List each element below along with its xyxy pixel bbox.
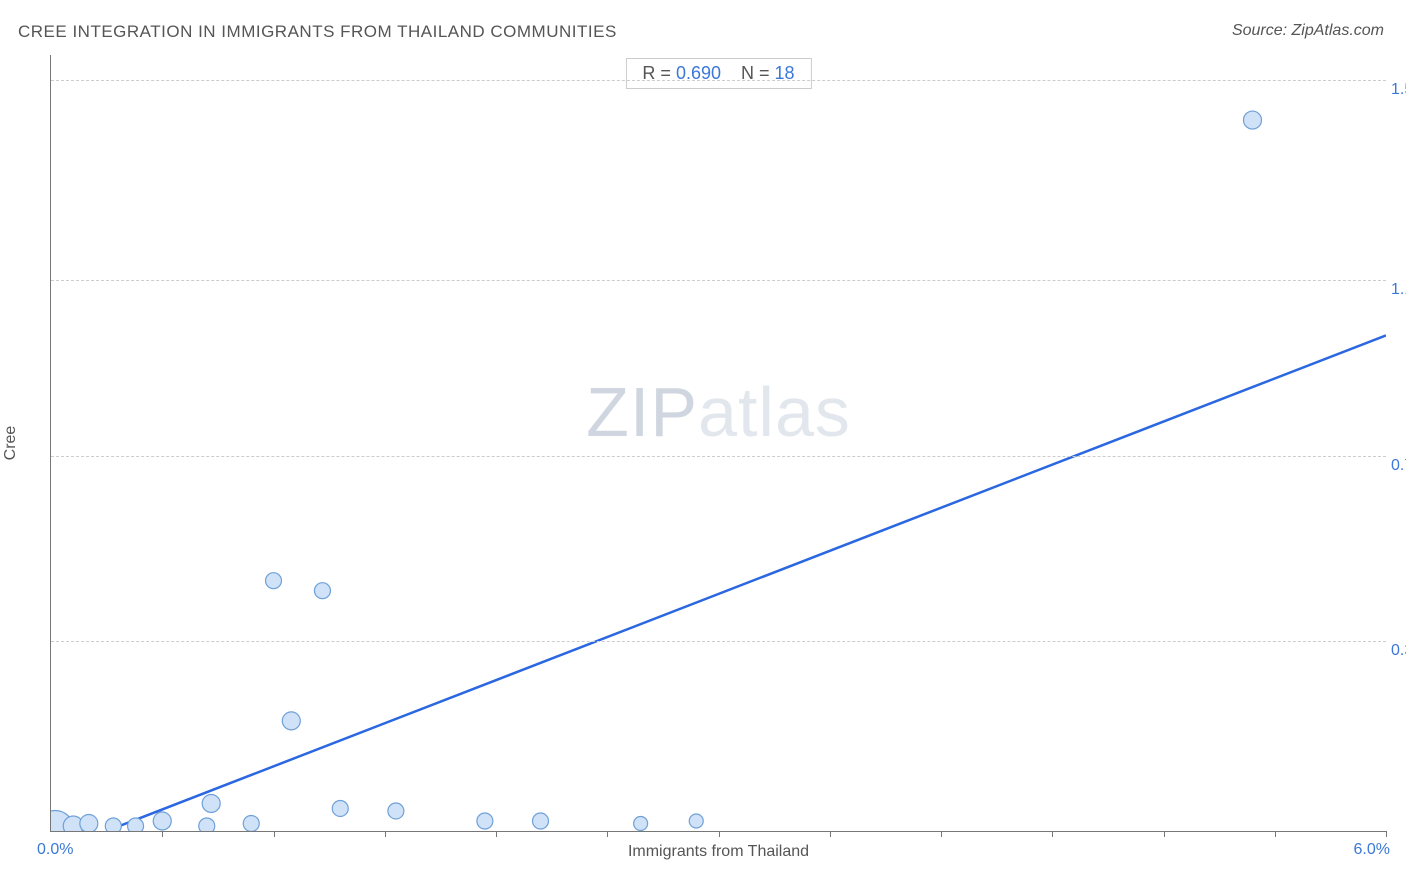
x-minor-tick bbox=[162, 831, 163, 837]
data-point bbox=[314, 583, 330, 599]
data-point bbox=[533, 813, 549, 829]
y-tick-label: 0.38% bbox=[1391, 642, 1406, 660]
data-point bbox=[153, 812, 171, 830]
y-tick-label: 1.1% bbox=[1391, 281, 1406, 299]
data-point bbox=[266, 573, 282, 589]
data-point bbox=[388, 803, 404, 819]
data-point bbox=[202, 794, 220, 812]
x-minor-tick bbox=[1275, 831, 1276, 837]
data-point bbox=[332, 800, 348, 816]
gridline bbox=[51, 641, 1386, 642]
x-axis-title: Immigrants from Thailand bbox=[628, 843, 809, 861]
data-point bbox=[634, 816, 648, 830]
x-minor-tick bbox=[1052, 831, 1053, 837]
x-minor-tick bbox=[941, 831, 942, 837]
x-axis-min-label: 0.0% bbox=[37, 841, 73, 859]
chart-area: ZIPatlas R = 0.690 N = 18 0.0% 6.0% Immi… bbox=[50, 55, 1386, 832]
x-axis-max-label: 6.0% bbox=[1354, 841, 1390, 859]
data-point bbox=[689, 814, 703, 828]
gridline bbox=[51, 456, 1386, 457]
chart-title: CREE INTEGRATION IN IMMIGRANTS FROM THAI… bbox=[18, 22, 617, 42]
y-axis-title: Cree bbox=[2, 426, 20, 461]
data-point bbox=[243, 815, 259, 831]
data-point bbox=[282, 712, 300, 730]
x-minor-tick bbox=[719, 831, 720, 837]
x-minor-tick bbox=[1386, 831, 1387, 837]
gridline bbox=[51, 80, 1386, 81]
gridline bbox=[51, 280, 1386, 281]
data-point bbox=[477, 813, 493, 829]
trend-line bbox=[107, 335, 1386, 831]
x-minor-tick bbox=[1164, 831, 1165, 837]
source-label: Source: ZipAtlas.com bbox=[1232, 22, 1384, 40]
data-point bbox=[128, 818, 144, 831]
x-minor-tick bbox=[607, 831, 608, 837]
x-minor-tick bbox=[385, 831, 386, 837]
data-point bbox=[199, 818, 215, 831]
y-tick-label: 1.5% bbox=[1391, 81, 1406, 99]
x-minor-tick bbox=[274, 831, 275, 837]
y-tick-label: 0.75% bbox=[1391, 457, 1406, 475]
data-point bbox=[80, 814, 98, 831]
data-point bbox=[105, 818, 121, 831]
data-point bbox=[1244, 111, 1262, 129]
x-minor-tick bbox=[496, 831, 497, 837]
x-minor-tick bbox=[830, 831, 831, 837]
plot-svg bbox=[51, 55, 1386, 831]
